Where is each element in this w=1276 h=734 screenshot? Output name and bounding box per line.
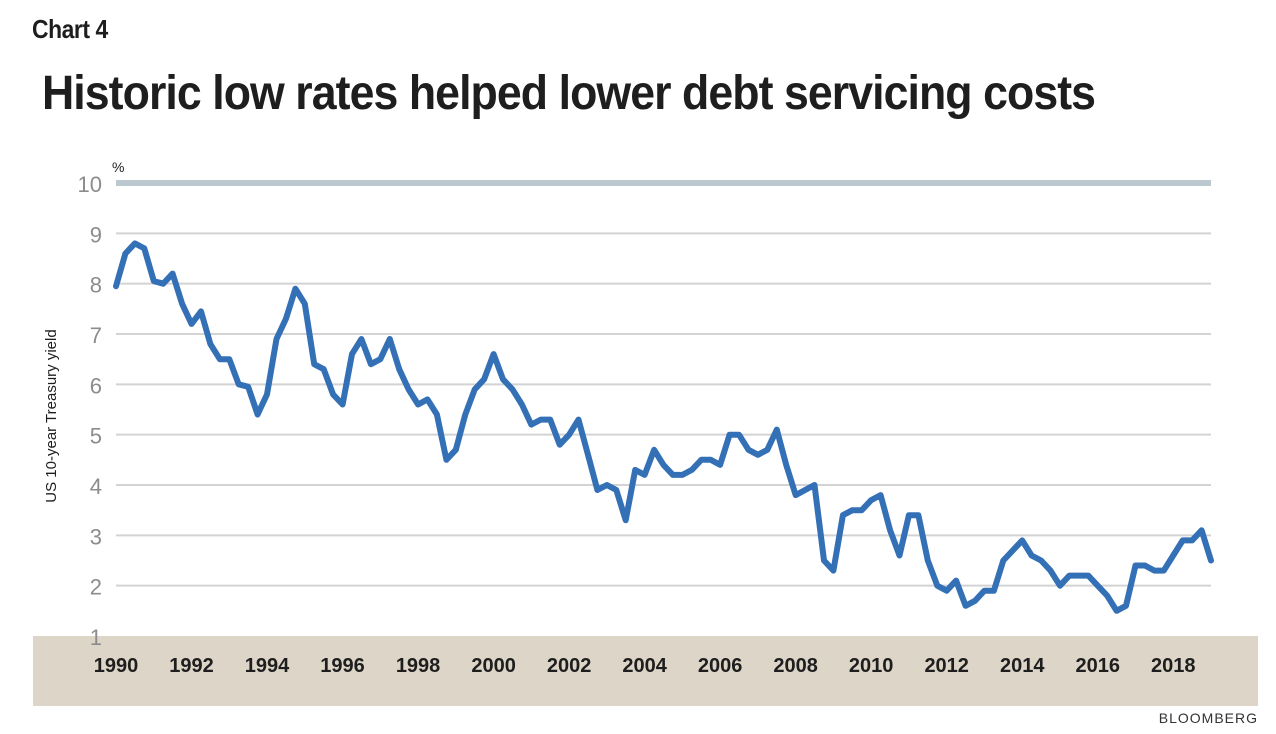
chart-label: Chart 4 <box>32 14 108 44</box>
source-credit: BLOOMBERG <box>1158 710 1258 726</box>
y-tick-label: 10 <box>78 172 102 197</box>
x-tick-label: 2016 <box>1075 655 1120 677</box>
x-tick-label: 2000 <box>471 655 516 677</box>
y-tick-label: 8 <box>90 273 102 298</box>
y-tick-label: 1 <box>90 625 102 650</box>
y-tick-label: 5 <box>90 424 102 449</box>
series-line <box>113 240 1214 614</box>
x-tick-label: 2006 <box>698 655 743 677</box>
chart-title: Historic low rates helped lower debt ser… <box>42 67 1096 120</box>
x-tick-label: 2012 <box>924 655 969 677</box>
x-tick-label: 2004 <box>622 655 667 677</box>
x-tick-label: 2014 <box>1000 655 1045 677</box>
y-axis-label: US 10-year Treasury yield <box>43 329 60 502</box>
y-tick-label: 7 <box>90 323 102 348</box>
series-layer <box>113 240 1214 614</box>
y-tick-label: 6 <box>90 373 102 398</box>
x-tick-label: 1992 <box>169 655 214 677</box>
x-tick-label: 2002 <box>547 655 592 677</box>
x-tick-label: 1994 <box>245 655 290 677</box>
y-tick-label: 3 <box>90 524 102 549</box>
y-unit-label: % <box>112 159 124 175</box>
y-tick-label: 4 <box>90 474 102 499</box>
y-tick-label: 9 <box>90 222 102 247</box>
x-tick-label: 2010 <box>849 655 894 677</box>
x-tick-label: 2008 <box>773 655 818 677</box>
x-axis-band <box>33 636 1258 706</box>
x-tick-label: 1996 <box>320 655 365 677</box>
y-tick-label: 2 <box>90 575 102 600</box>
x-tick-labels: 1990 1992 1994 1996 1998 2000 2002 2004 2006 2008… <box>94 655 1196 677</box>
x-tick-label: 1998 <box>396 655 441 677</box>
x-tick-label: 1990 <box>94 655 139 677</box>
y-tick-labels: 1 2 3 4 5 6 7 8 9 10 <box>78 172 102 650</box>
x-tick-label: 2018 <box>1151 655 1196 677</box>
grid-lines <box>116 180 1211 587</box>
